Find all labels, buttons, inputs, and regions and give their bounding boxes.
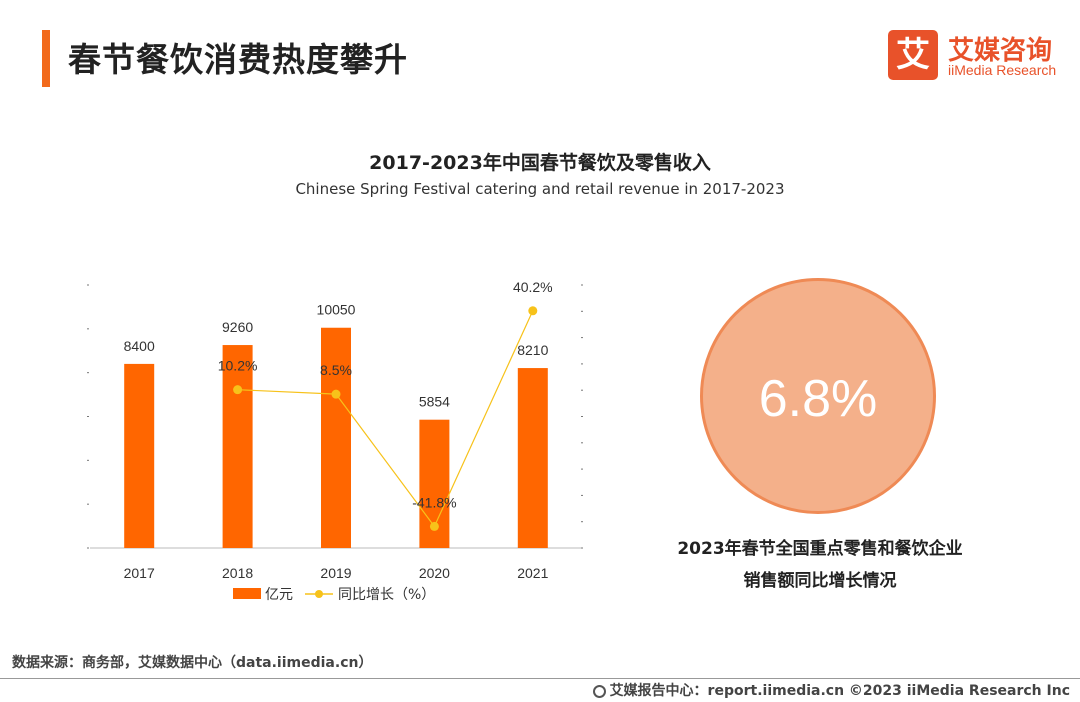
growth-point-2018 bbox=[233, 385, 243, 395]
x-tick-label: 2019 bbox=[320, 565, 351, 581]
title-accent-bar bbox=[42, 30, 50, 87]
brand-logo: 艾 艾媒咨询 iiMedia Research bbox=[888, 30, 1068, 82]
legend-bar-swatch bbox=[233, 588, 261, 599]
growth-line bbox=[237, 310, 534, 528]
bar-value-label: 9260 bbox=[222, 319, 253, 335]
legend-line-marker bbox=[315, 590, 323, 598]
chart-subtitle: Chinese Spring Festival catering and ret… bbox=[295, 180, 785, 198]
revenue-chart: 8400 2017 9260 2018 10050 2019 5854 2020 8210 202… bbox=[87, 279, 583, 603]
growth-caption-line2: 销售额同比增长情况 bbox=[743, 571, 897, 591]
bar-value-label: 5854 bbox=[419, 394, 450, 410]
footer-copyright: 艾媒报告中心：report.iimedia.cn ©2023 iiMedia R… bbox=[592, 680, 1070, 700]
growth-point-2021 bbox=[528, 306, 538, 316]
legend-bar-label: 亿元 bbox=[265, 587, 293, 603]
page-title: 春节餐饮消费热度攀升 bbox=[68, 40, 408, 79]
globe-icon bbox=[592, 685, 606, 698]
growth-value-label: 10.2% bbox=[218, 358, 258, 374]
bar-2017 bbox=[124, 363, 155, 548]
growth-value: 6.8% bbox=[758, 370, 878, 428]
data-source: 数据来源：商务部，艾媒数据中心（data.iimedia.cn） bbox=[12, 655, 373, 671]
bar-value-label: 10050 bbox=[317, 302, 356, 318]
chart-title: 2017-2023年中国春节餐饮及零售收入 bbox=[369, 152, 711, 174]
growth-value-label: 8.5% bbox=[320, 362, 352, 378]
growth-point-2020 bbox=[429, 521, 439, 531]
logo-icon: 艾 bbox=[888, 30, 938, 80]
growth-value-label: 40.2% bbox=[513, 279, 553, 295]
bar-2019 bbox=[321, 327, 351, 548]
legend-line-label: 同比增长（%） bbox=[338, 587, 435, 603]
bar-2021 bbox=[517, 368, 548, 548]
bar-2018 bbox=[222, 345, 253, 548]
x-tick-label: 2021 bbox=[517, 565, 548, 581]
logo-name-cn: 艾媒咨询 bbox=[948, 36, 1053, 66]
bar-value-label: 8400 bbox=[124, 338, 155, 354]
x-tick-label: 2018 bbox=[222, 565, 253, 581]
growth-point-2019 bbox=[331, 389, 341, 399]
x-tick-label: 2017 bbox=[124, 565, 155, 581]
growth-value-label: -41.8% bbox=[412, 494, 456, 510]
logo-name-en: iiMedia Research bbox=[948, 62, 1057, 78]
bar-value-label: 8210 bbox=[517, 342, 548, 358]
footer-divider bbox=[0, 678, 1080, 679]
copyright-text: 艾媒报告中心：report.iimedia.cn ©2023 iiMedia R… bbox=[609, 683, 1070, 699]
x-tick-label: 2020 bbox=[419, 565, 450, 581]
growth-caption-line1: 2023年春节全国重点零售和餐饮企业 bbox=[677, 539, 963, 559]
growth-circle: 6.8% bbox=[700, 278, 936, 514]
